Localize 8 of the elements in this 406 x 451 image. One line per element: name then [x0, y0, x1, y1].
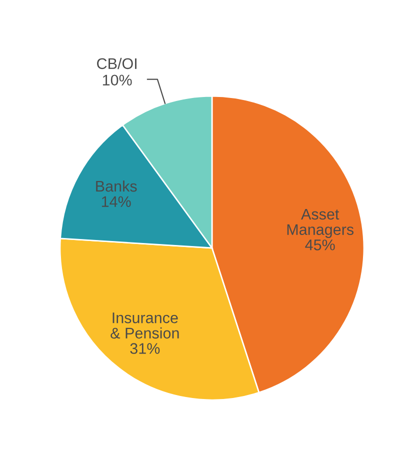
data-label: 10%	[102, 74, 132, 86]
slice-label: Banks	[96, 180, 137, 192]
data-label: 31%	[130, 343, 160, 354]
data-label: 45%	[305, 240, 335, 250]
slice-label: Asset Managers	[287, 208, 354, 238]
slice-label: Insurance & Pension	[110, 312, 179, 339]
data-label: 14%	[102, 196, 131, 207]
slice-label: CB/OI	[97, 58, 136, 70]
